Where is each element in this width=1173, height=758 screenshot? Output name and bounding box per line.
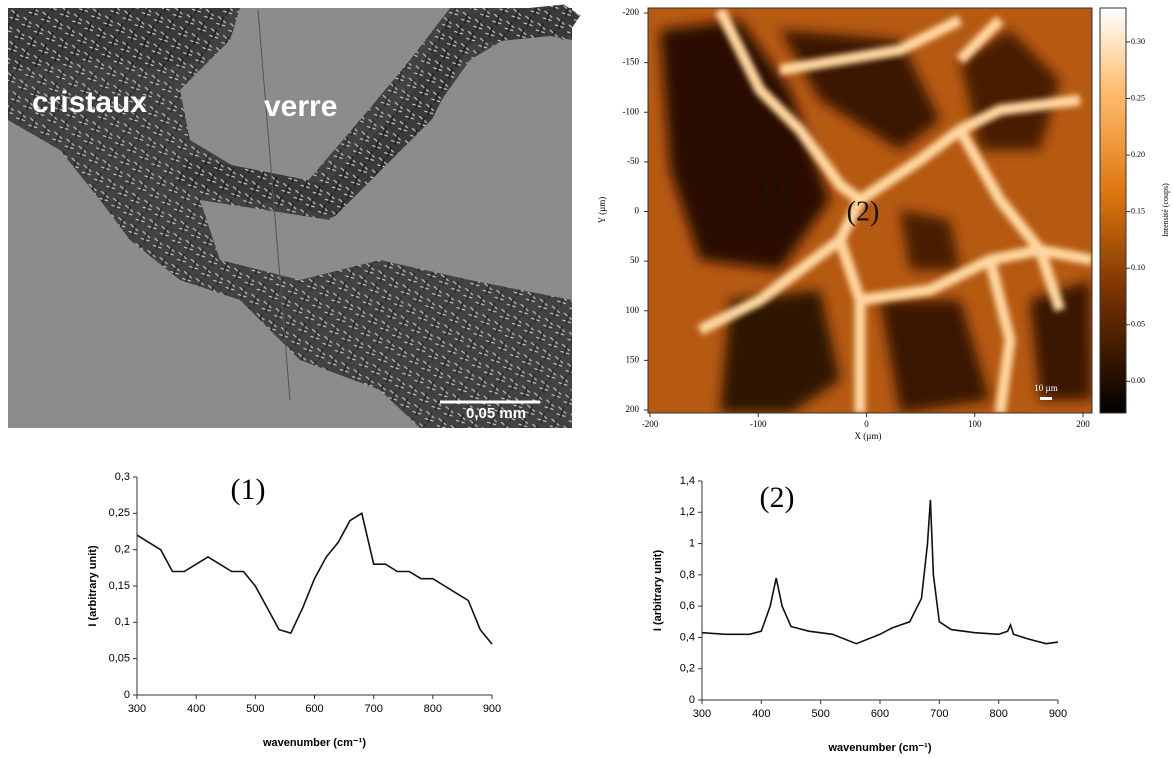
colorbar-tick-label: 0.00 — [1131, 376, 1145, 385]
y-tick-label: 1,2 — [680, 506, 695, 518]
scale-bar-label: 0,05 mm — [466, 405, 526, 422]
micrograph: cristaux verre 0,05 mm — [8, 4, 581, 428]
annotation: (1) — [231, 473, 266, 506]
x-tick-label: 500 — [811, 708, 829, 720]
spectrum-line — [136, 512, 493, 645]
colorbar — [1099, 7, 1127, 414]
y-tick-label: 100 — [626, 305, 640, 315]
y-tick-label: -100 — [623, 106, 640, 116]
heatmap-image — [648, 8, 1092, 413]
x-tick-label: 0 — [864, 419, 869, 429]
x-tick-label: 300 — [128, 703, 146, 715]
colorbar-tick-label: 0.30 — [1131, 37, 1145, 46]
x-tick-label: -200 — [642, 419, 659, 429]
x-tick-label: 400 — [752, 708, 770, 720]
y-tick-label: 0,4 — [680, 631, 695, 643]
x-tick-label: 800 — [424, 703, 442, 715]
y-tick-label: 0,8 — [680, 569, 695, 581]
y-tick-label: 0,6 — [680, 600, 695, 612]
y-tick-label: -150 — [623, 57, 640, 67]
y-tick-label: 150 — [626, 354, 640, 364]
y-tick-label: 0,05 — [109, 653, 130, 665]
micrograph-label: cristaux — [32, 86, 147, 119]
colorbar-tick-label: 0.15 — [1131, 206, 1145, 215]
y-tick-label: 50 — [630, 255, 640, 265]
x-tick-label: 500 — [246, 703, 264, 715]
x-tick-label: 800 — [989, 708, 1007, 720]
y-tick-label: 0,25 — [109, 507, 130, 519]
y-tick-label: 0 — [124, 689, 130, 701]
spectrum-line — [701, 499, 1059, 645]
y-tick-label: 0,2 — [680, 663, 695, 675]
y-tick-label: 0,3 — [115, 471, 130, 483]
annotation: (1) — [760, 174, 793, 205]
y-tick-label: 0 — [689, 694, 695, 706]
y-axis-label: Y (µm) — [597, 197, 607, 224]
colorbar-tick-label: 0.25 — [1131, 93, 1145, 102]
x-tick-label: 200 — [1076, 419, 1090, 429]
x-tick-label: 700 — [930, 708, 948, 720]
x-tick-label: 100 — [968, 419, 982, 429]
colorbar-label: Intensité (coups) — [1161, 183, 1170, 237]
y-tick-label: 0,1 — [115, 616, 130, 628]
micrograph-label: verre — [264, 90, 337, 123]
y-tick-label: -200 — [623, 7, 640, 17]
x-tick-label: 300 — [693, 708, 711, 720]
y-tick-label: 0,15 — [109, 580, 130, 592]
colorbar-tick-label: 0.20 — [1131, 150, 1145, 159]
scale-bar-label: 10 µm — [1034, 383, 1057, 393]
colorbar-tick-label: 0.10 — [1131, 263, 1145, 272]
y-axis-label: I (arbitrary unit) — [87, 545, 99, 627]
annotation: (2) — [847, 196, 880, 227]
x-tick-label: 900 — [1049, 708, 1067, 720]
x-axis-label: X (µm) — [855, 431, 882, 441]
y-axis-label: I (arbitrary unit) — [652, 550, 664, 632]
y-tick-label: -50 — [627, 156, 639, 166]
y-tick-label: 200 — [626, 404, 640, 414]
x-tick-label: 600 — [305, 703, 323, 715]
y-tick-label: 1 — [689, 537, 695, 549]
y-tick-label: 0 — [635, 206, 640, 216]
y-tick-label: 1,4 — [680, 475, 695, 487]
colorbar-tick-label: 0.05 — [1131, 320, 1145, 329]
x-axis-label: wavenumber (cm⁻¹) — [262, 737, 366, 749]
annotation: (2) — [760, 481, 795, 514]
heatmap-frame — [647, 7, 1093, 414]
x-tick-label: 900 — [483, 703, 501, 715]
y-tick-label: 0,2 — [115, 544, 130, 556]
x-tick-label: 400 — [187, 703, 205, 715]
x-tick-label: 600 — [871, 708, 889, 720]
x-axis-label: wavenumber (cm⁻¹) — [828, 742, 932, 754]
x-tick-label: 700 — [364, 703, 382, 715]
x-tick-label: -100 — [750, 419, 767, 429]
